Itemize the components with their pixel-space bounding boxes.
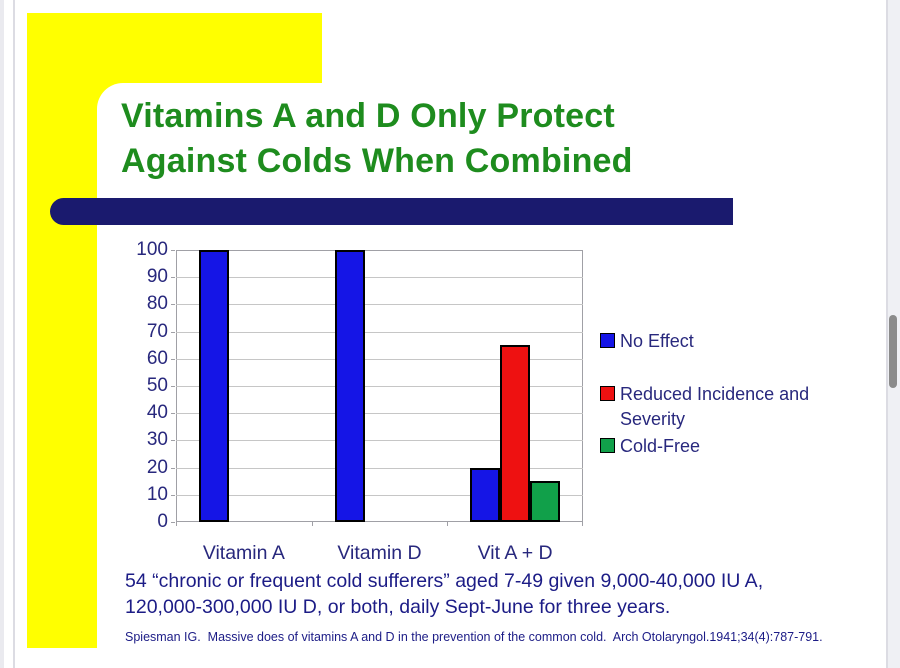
scrollbar-thumb[interactable] — [889, 315, 897, 388]
gridline-40 — [176, 413, 583, 415]
gridline-60 — [176, 358, 583, 360]
y-tick-0 — [171, 522, 175, 523]
y-axis-label-50: 50 — [146, 375, 168, 396]
viewer-left-edge — [13, 0, 15, 668]
gridline-70 — [176, 331, 583, 333]
title-divider-bar — [50, 198, 733, 225]
legend-item-cold-free: Cold-Free — [600, 434, 850, 459]
x-axis-label-vitamin-d: Vitamin D — [337, 542, 422, 564]
x-axis-label-vit-a-d: Vit A + D — [477, 542, 553, 564]
y-axis-label-30: 30 — [146, 429, 168, 451]
legend-swatch-reduced-incidence-and-severity — [600, 386, 615, 401]
bar-no-effect-vitamin-a — [198, 250, 229, 522]
x-axis-label-vitamin-a: Vitamin A — [202, 542, 285, 564]
gridline-80 — [176, 304, 583, 306]
y-axis-label-10: 10 — [146, 483, 168, 505]
legend-item-no-effect: No Effect — [600, 329, 850, 354]
y-axis-label-70: 70 — [146, 320, 168, 342]
gridline-10 — [176, 494, 583, 496]
y-tick-40 — [171, 413, 175, 415]
y-tick-60 — [171, 358, 175, 360]
legend: No Effect Reduced Incidence and Severity C… — [600, 329, 850, 459]
gridline-90 — [176, 277, 583, 279]
y-axis-label-90: 90 — [146, 266, 168, 288]
y-axis-label-80: 80 — [146, 293, 168, 315]
citation-text: Spiesman IG. Massive does of vitamins A … — [125, 630, 823, 644]
viewer-right-edge — [886, 0, 888, 668]
x-tick-3 — [582, 522, 583, 526]
legend-item-reduced-incidence-and-severity: Reduced Incidence and Severity — [600, 382, 850, 432]
y-tick-20 — [171, 467, 175, 469]
legend-swatch-cold-free — [600, 438, 615, 453]
note-text: 54 “chronic or frequent cold sufferers” … — [125, 570, 764, 618]
y-tick-90 — [171, 277, 175, 279]
viewer-left-margin — [0, 0, 4, 668]
legend-label-reduced-incidence-and-severity: Reduced Incidence and Severity — [620, 384, 810, 429]
legend-label-no-effect: No Effect — [620, 331, 694, 351]
bar-no-effect-vitamin-d — [334, 250, 365, 522]
bar-no-effect-vit-a-d — [470, 467, 501, 522]
y-axis-label-0: 0 — [157, 511, 168, 532]
bar-reduced-incidence-and-severity-vit-a-d — [500, 345, 531, 522]
legend-label-cold-free: Cold-Free — [620, 436, 701, 456]
bar-cold-free-vit-a-d — [530, 481, 561, 522]
y-axis-label-60: 60 — [146, 347, 168, 369]
gridline-30 — [176, 440, 583, 442]
y-axis-label-40: 40 — [146, 402, 168, 424]
y-axis-label-100: 100 — [136, 239, 168, 260]
x-tick-1 — [311, 522, 313, 526]
y-tick-10 — [171, 494, 175, 496]
legend-swatch-no-effect — [600, 333, 615, 348]
slide-title: Vitamins A and D Only Protect Against Co… — [121, 97, 633, 180]
y-tick-70 — [171, 331, 175, 333]
gridline-20 — [176, 467, 583, 469]
y-tick-100 — [171, 250, 175, 251]
y-tick-50 — [171, 386, 175, 387]
x-tick-0 — [176, 522, 177, 526]
y-tick-80 — [171, 304, 175, 306]
gridline-50 — [176, 386, 583, 387]
y-tick-30 — [171, 440, 175, 442]
x-tick-2 — [447, 522, 449, 526]
y-axis-label-20: 20 — [146, 456, 168, 478]
